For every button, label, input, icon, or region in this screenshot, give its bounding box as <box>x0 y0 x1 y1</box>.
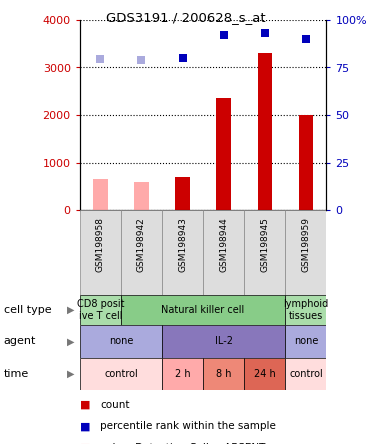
Text: ■: ■ <box>80 400 90 410</box>
Text: lymphoid
tissues: lymphoid tissues <box>283 299 329 321</box>
Text: GDS3191 / 200628_s_at: GDS3191 / 200628_s_at <box>106 11 265 24</box>
Bar <box>80 358 162 390</box>
Bar <box>244 358 285 390</box>
Bar <box>80 295 121 325</box>
Text: GSM198943: GSM198943 <box>178 217 187 272</box>
Bar <box>285 210 326 295</box>
Bar <box>162 358 203 390</box>
Bar <box>175 177 190 210</box>
Bar <box>121 295 285 325</box>
Text: GSM198958: GSM198958 <box>96 217 105 272</box>
Text: percentile rank within the sample: percentile rank within the sample <box>100 421 276 432</box>
Text: cell type: cell type <box>4 305 51 315</box>
Bar <box>299 115 313 210</box>
Bar <box>121 210 162 295</box>
Text: control: control <box>289 369 323 379</box>
Text: time: time <box>4 369 29 379</box>
Bar <box>162 325 285 358</box>
Text: value, Detection Call = ABSENT: value, Detection Call = ABSENT <box>100 443 266 444</box>
Text: none: none <box>109 337 133 346</box>
Text: ■: ■ <box>80 421 90 432</box>
Text: control: control <box>104 369 138 379</box>
Bar <box>80 210 121 295</box>
Bar <box>162 210 203 295</box>
Bar <box>93 179 108 210</box>
Bar <box>257 53 272 210</box>
Text: GSM198959: GSM198959 <box>301 217 311 272</box>
Text: agent: agent <box>4 337 36 346</box>
Bar <box>203 358 244 390</box>
Text: GSM198944: GSM198944 <box>219 217 228 272</box>
Text: none: none <box>294 337 318 346</box>
Text: CD8 posit
ive T cell: CD8 posit ive T cell <box>76 299 124 321</box>
Text: GSM198945: GSM198945 <box>260 217 269 272</box>
Bar <box>203 210 244 295</box>
Bar <box>285 295 326 325</box>
Bar <box>244 210 285 295</box>
Bar <box>285 325 326 358</box>
Text: Natural killer cell: Natural killer cell <box>161 305 245 315</box>
Text: ▶: ▶ <box>67 305 74 315</box>
Text: ▶: ▶ <box>67 337 74 346</box>
Text: ▶: ▶ <box>67 369 74 379</box>
Text: 8 h: 8 h <box>216 369 232 379</box>
Text: count: count <box>100 400 130 410</box>
Bar <box>134 182 149 210</box>
Text: GSM198942: GSM198942 <box>137 217 146 272</box>
Text: IL-2: IL-2 <box>215 337 233 346</box>
Text: ■: ■ <box>80 443 90 444</box>
Bar <box>285 358 326 390</box>
Text: 24 h: 24 h <box>254 369 276 379</box>
Bar <box>217 99 231 210</box>
Text: 2 h: 2 h <box>175 369 190 379</box>
Bar <box>80 325 162 358</box>
